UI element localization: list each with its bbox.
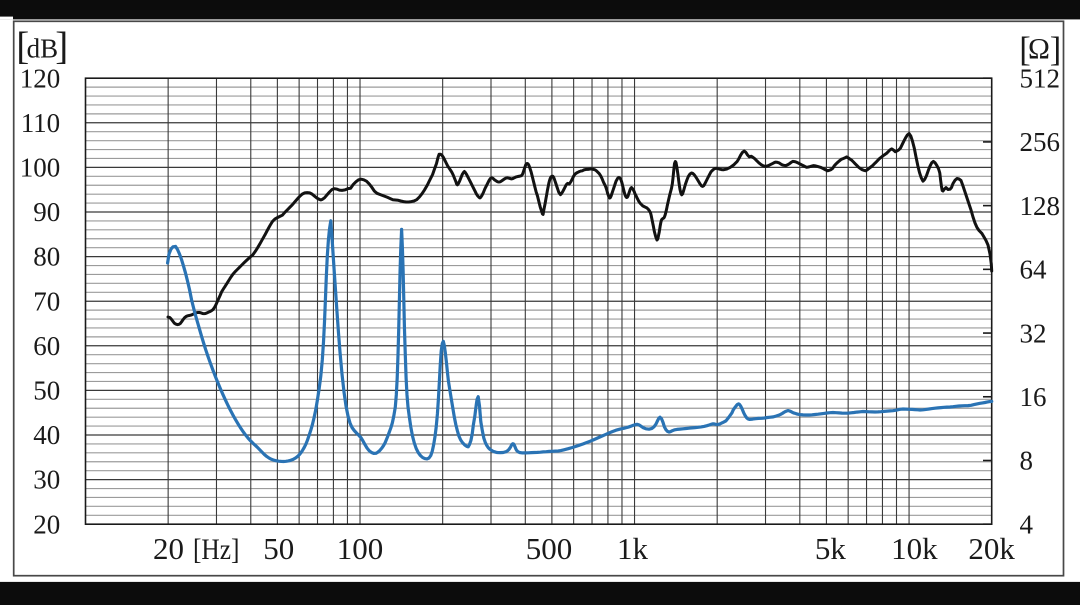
svg-text:128: 128 xyxy=(1020,191,1061,221)
svg-text:256: 256 xyxy=(1020,127,1061,157)
svg-text:5k: 5k xyxy=(815,531,847,566)
svg-text:16: 16 xyxy=(1020,382,1047,412)
svg-text:dB: dB xyxy=(27,33,59,63)
svg-text:60: 60 xyxy=(33,331,60,361)
svg-text:100: 100 xyxy=(20,153,61,183)
svg-text:110: 110 xyxy=(21,108,61,138)
svg-text:[: [ xyxy=(1019,31,1030,69)
svg-text:120: 120 xyxy=(20,63,61,93)
svg-text:Ω: Ω xyxy=(1028,34,1050,66)
svg-text:100: 100 xyxy=(337,531,384,566)
svg-text:8: 8 xyxy=(1020,446,1034,476)
svg-text:50: 50 xyxy=(263,531,294,566)
svg-text:64: 64 xyxy=(1020,255,1048,285)
svg-text:[: [ xyxy=(16,25,29,68)
svg-text:[Hz]: [Hz] xyxy=(193,533,240,566)
svg-text:90: 90 xyxy=(33,197,60,227)
svg-text:]: ] xyxy=(1050,31,1062,69)
svg-text:20k: 20k xyxy=(968,531,1015,566)
svg-text:512: 512 xyxy=(1020,63,1061,93)
svg-text:32: 32 xyxy=(1020,318,1047,348)
svg-text:20: 20 xyxy=(153,531,184,566)
svg-text:]: ] xyxy=(55,25,68,68)
svg-text:80: 80 xyxy=(33,242,60,272)
svg-text:10k: 10k xyxy=(891,531,938,566)
svg-text:40: 40 xyxy=(33,420,60,450)
svg-text:20: 20 xyxy=(33,509,60,539)
svg-text:4: 4 xyxy=(1020,509,1034,539)
svg-text:70: 70 xyxy=(33,286,60,316)
svg-text:500: 500 xyxy=(526,531,573,566)
svg-text:1k: 1k xyxy=(617,531,649,566)
svg-text:50: 50 xyxy=(33,376,60,406)
svg-text:30: 30 xyxy=(33,465,60,495)
